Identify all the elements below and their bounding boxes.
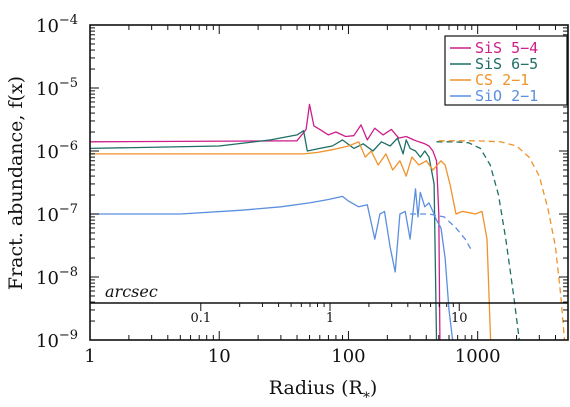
legend-label: SiS 5−4 <box>475 39 538 57</box>
y-tick-label: 10−7 <box>36 202 78 226</box>
y-tick-label: 10−9 <box>36 328 78 352</box>
series-dashed-line-2 <box>438 140 566 340</box>
legend-label: CS 2−1 <box>475 71 529 89</box>
x-tick-label: 100 <box>331 346 365 367</box>
y-tick-label: 10−5 <box>36 76 78 100</box>
y-tick-label: 10−6 <box>36 139 78 163</box>
x-axis-title: Radius (R*) <box>269 377 377 406</box>
axis-labels: 1 10 100 1000 10−9 10−8 10−7 10−6 10−5 10−4 0.1 1 10 <box>36 13 501 367</box>
series-dashed-line-1 <box>436 141 520 340</box>
series-line-3 <box>90 188 454 340</box>
series-line-1 <box>90 130 438 340</box>
y-axis-title: Fract. abundance, f(x) <box>5 76 27 290</box>
arcsec-tick-label: 0.1 <box>190 311 211 326</box>
x-tick-label: 1 <box>84 346 95 367</box>
y-tick-label: 10−8 <box>36 265 78 289</box>
x-tick-label: 10 <box>208 346 231 367</box>
arcsec-axis-title: arcsec <box>105 282 158 301</box>
plot-frame <box>89 24 569 341</box>
series-line-0 <box>90 103 441 340</box>
legend-label: SiO 2−1 <box>475 87 538 105</box>
legend-label: SiS 6−5 <box>475 55 538 73</box>
y-tick-label: 10−4 <box>36 13 78 37</box>
arcsec-tick-label: 1 <box>326 311 334 326</box>
arcsec-tick-label: 10 <box>451 311 468 326</box>
plot-lines <box>90 103 566 340</box>
series-dashed-line-3 <box>410 213 473 252</box>
series-line-2 <box>90 141 492 340</box>
x-tick-label: 1000 <box>455 346 501 367</box>
plot-border <box>89 24 569 341</box>
